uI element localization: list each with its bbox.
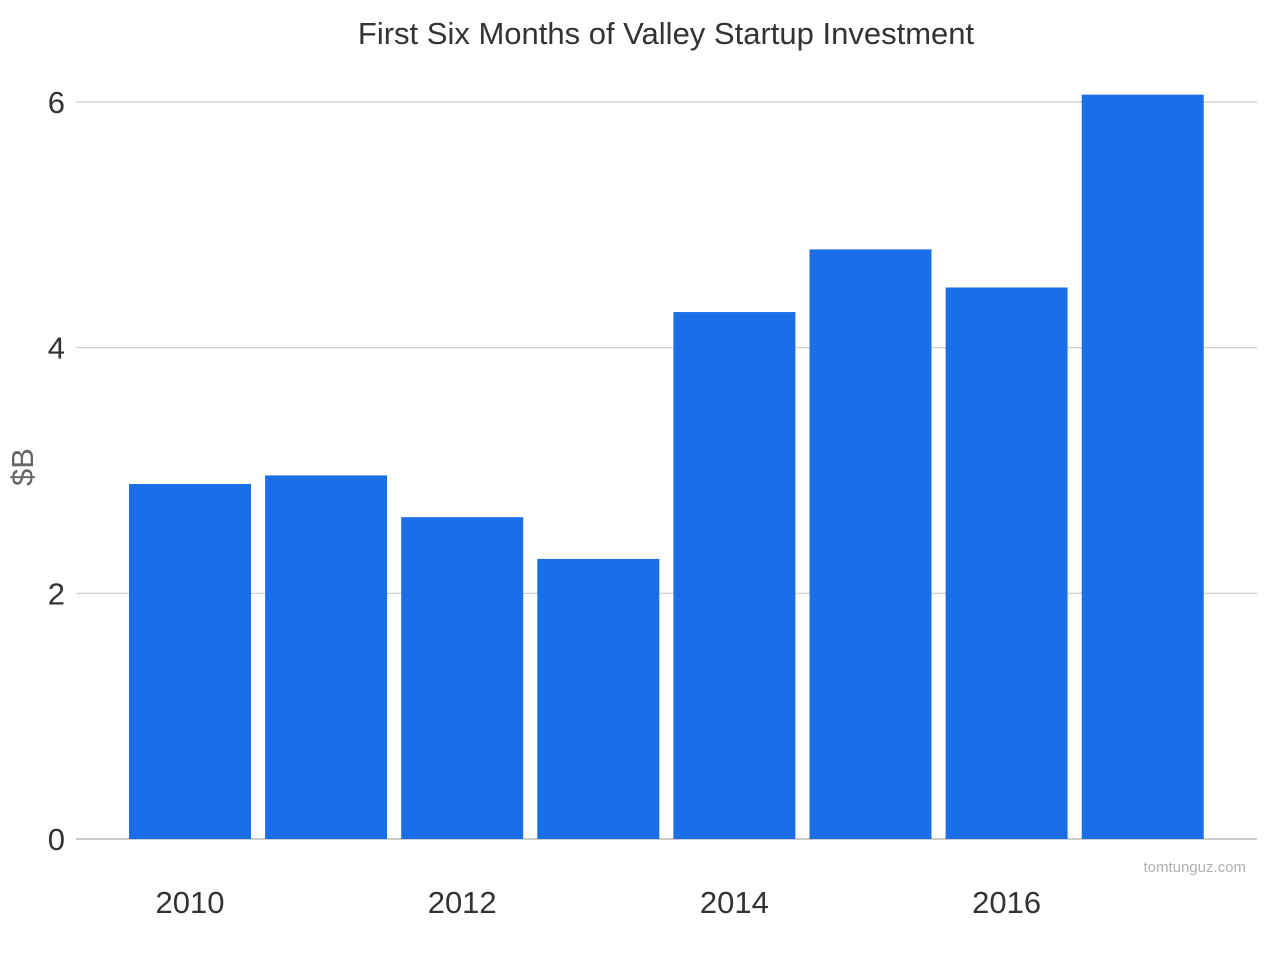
bar-2016 [945, 287, 1068, 839]
gridlines [76, 101, 1257, 840]
bars [129, 94, 1204, 839]
y-tick-label: 2 [48, 576, 65, 611]
x-tick-label: 2010 [156, 885, 225, 920]
watermark: tomtunguz.com [1143, 859, 1246, 876]
y-tick-label: 6 [48, 85, 65, 120]
bar-2017 [1081, 94, 1204, 839]
bar-2011 [265, 475, 388, 839]
x-tick-label: 2012 [428, 885, 497, 920]
y-tick-label: 0 [48, 822, 65, 857]
y-axis-label: $B [5, 448, 40, 486]
y-axis-ticks: 0 2 4 6 [48, 85, 65, 857]
bar-2012 [401, 517, 524, 839]
x-tick-label: 2014 [700, 885, 769, 920]
bar-2010 [129, 484, 251, 839]
bar-2013 [537, 558, 660, 839]
y-tick-label: 4 [48, 331, 65, 366]
bar-2014 [673, 312, 796, 839]
x-tick-label: 2016 [972, 885, 1041, 920]
x-axis-ticks: 2010 2012 2014 2016 [156, 885, 1042, 920]
chart-title: First Six Months of Valley Startup Inves… [358, 16, 975, 51]
bar-2015 [809, 249, 932, 839]
